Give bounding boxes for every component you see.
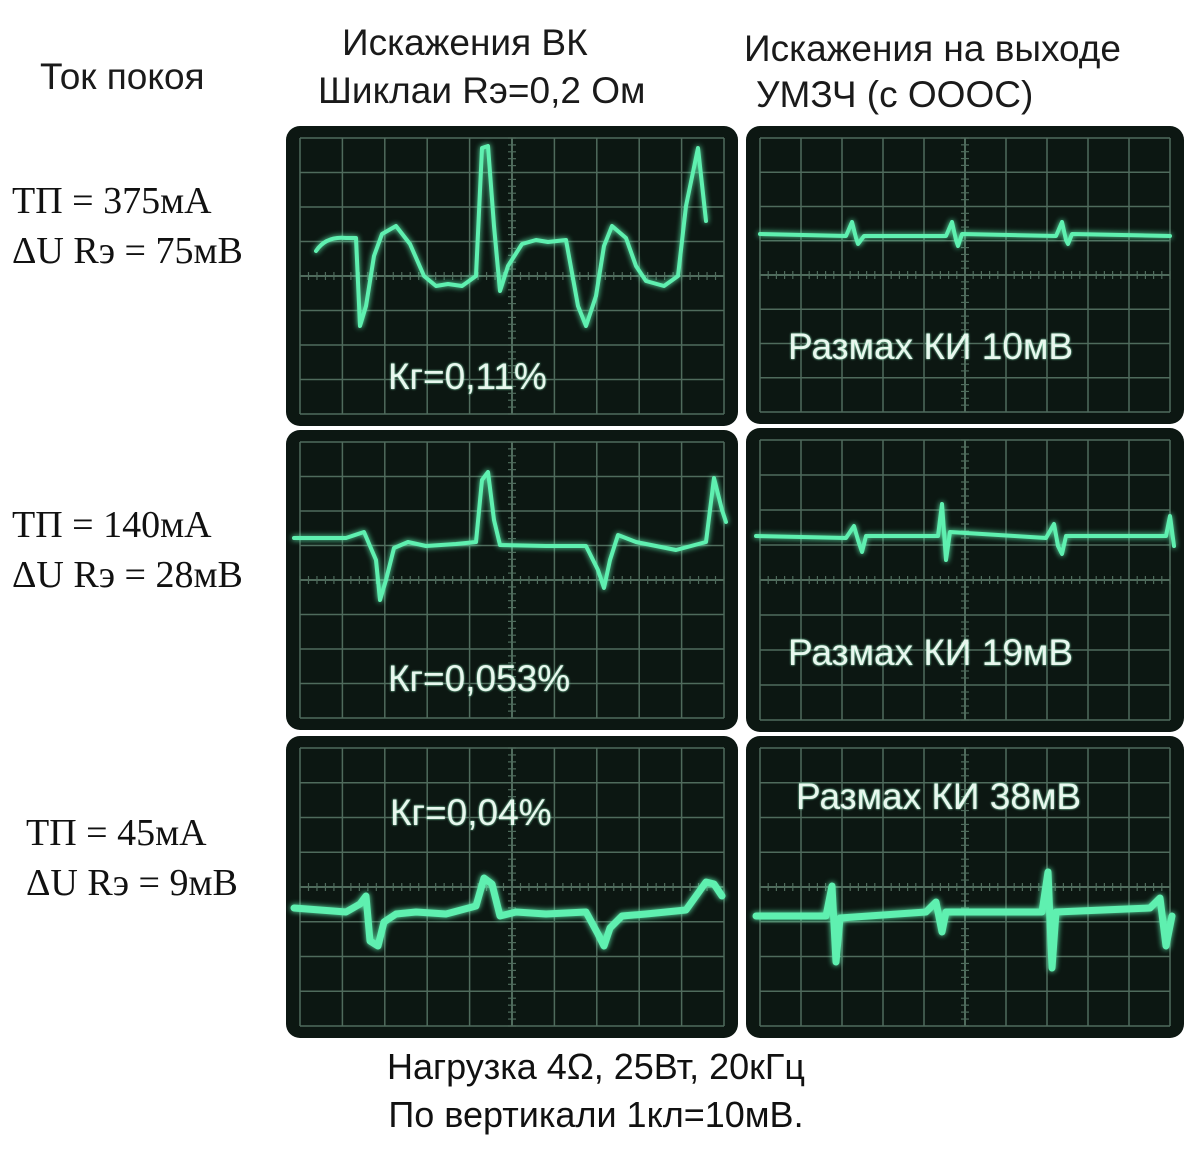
scope-grid xyxy=(759,137,1171,413)
waveform-trace xyxy=(752,868,1176,972)
grid-and-trace xyxy=(758,137,1172,413)
thd-label: Кг=0,04% xyxy=(390,792,552,833)
scope-grid xyxy=(759,747,1171,1027)
spike-amplitude-label: Размах КИ 19мВ xyxy=(788,632,1074,673)
thd-label: Кг=0,053% xyxy=(388,658,571,699)
waveform-trace xyxy=(314,144,708,328)
scope-grid xyxy=(299,747,725,1027)
grid-and-trace xyxy=(752,747,1176,1027)
header-amplifier-output-distortion-line2: УМЗЧ (с ОООС) xyxy=(756,74,1034,115)
row1-quiescent-current: ТП = 375мА xyxy=(12,180,212,222)
header-quiescent-current: Ток покоя xyxy=(40,56,205,97)
waveform-trace xyxy=(292,470,728,602)
row2-quiescent-current: ТП = 140мА xyxy=(12,504,212,546)
waveform-trace xyxy=(758,220,1172,248)
grid-and-trace xyxy=(754,439,1176,721)
oscillogram-amplifier-output-row1: Размах КИ 10мВ xyxy=(746,126,1184,424)
waveform-trace xyxy=(754,502,1176,562)
oscillogram-amplifier-output-row2: Размах КИ 19мВ xyxy=(746,428,1184,732)
row2-emitter-voltage: ΔU Rэ = 28мВ xyxy=(12,554,243,596)
header-output-stage-distortion-line2: Шиклаи Rэ=0,2 Ом xyxy=(318,70,646,111)
oscillogram-output-stage-row2: Кг=0,053% xyxy=(286,430,738,730)
row1-emitter-voltage: ΔU Rэ = 75мВ xyxy=(12,230,243,272)
oscillogram-output-stage-row1: Кг=0,11% xyxy=(286,126,738,426)
scope-grid xyxy=(299,441,725,719)
oscillogram-output-stage-row3: Кг=0,04% xyxy=(286,736,738,1038)
thd-label: Кг=0,11% xyxy=(388,356,547,397)
spike-amplitude-label: Размах КИ 38мВ xyxy=(796,776,1082,817)
waveform-trace xyxy=(290,874,726,950)
grid-and-trace xyxy=(290,747,726,1027)
oscillogram-amplifier-output-row3: Размах КИ 38мВ xyxy=(746,736,1184,1038)
row3-emitter-voltage: ΔU Rэ = 9мВ xyxy=(26,862,238,904)
scope-grid xyxy=(759,439,1171,721)
scope-grid xyxy=(299,137,725,415)
header-amplifier-output-distortion-line1: Искажения на выходе xyxy=(744,28,1121,69)
footer-vertical-scale: По вертикали 1кл=10мВ. xyxy=(388,1094,804,1135)
grid-and-trace xyxy=(299,137,725,415)
footer-load-conditions: Нагрузка 4Ω, 25Вт, 20кГц xyxy=(386,1046,806,1087)
spike-amplitude-label: Размах КИ 10мВ xyxy=(788,326,1074,367)
row3-quiescent-current: ТП = 45мА xyxy=(26,812,207,854)
header-output-stage-distortion-line1: Искажения ВК xyxy=(342,22,588,63)
grid-and-trace xyxy=(292,441,728,719)
